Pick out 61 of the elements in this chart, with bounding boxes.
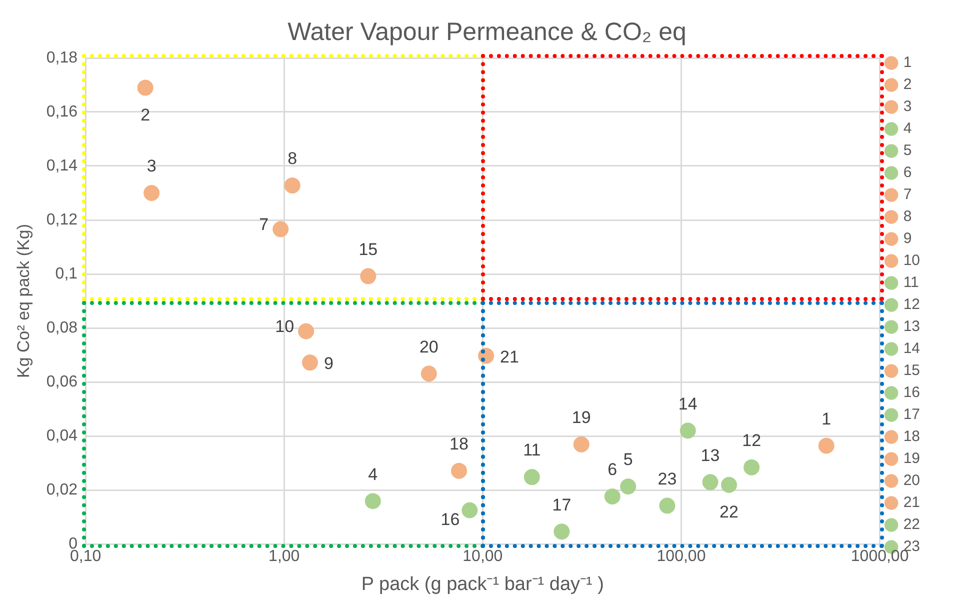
text: 9 (324, 354, 334, 374)
legend-label: 15 (903, 362, 920, 380)
y-tick-label: 0,16 (46, 103, 78, 120)
y-tick-label: 0,18 (46, 49, 78, 66)
x-tick-label: 10,00 (462, 548, 503, 566)
text: 19 (572, 408, 591, 428)
legend-label: 3 (903, 98, 912, 116)
legend-label: 14 (903, 340, 920, 358)
text: 22 (720, 502, 738, 522)
text: 14 (678, 394, 698, 414)
text: 8 (288, 149, 298, 168)
text: 18 (450, 434, 468, 454)
legend-label: 13 (903, 318, 920, 336)
legend-label: 19 (903, 450, 920, 468)
text: 3 (146, 156, 156, 176)
y-tick-label: 0,1 (55, 265, 78, 282)
y-tick-label: 0,12 (46, 211, 78, 228)
legend-label: 20 (903, 472, 920, 490)
x-tick-label: 100,00 (656, 548, 706, 566)
text: 4 (368, 464, 378, 484)
legend-label: 4 (903, 120, 912, 138)
text: 1 (822, 409, 832, 428)
text: 17 (552, 495, 572, 514)
legend-label: 7 (903, 186, 912, 204)
text: 6 (608, 460, 618, 480)
text: 2 (140, 105, 150, 124)
legend-label: 22 (903, 516, 920, 534)
y-axis-title: Kg Co² eq pack (Kg) (14, 224, 33, 378)
text: 10 (275, 316, 294, 336)
text: 12 (742, 431, 762, 450)
legend-label: 9 (903, 230, 912, 248)
x-axis-title: P pack (g pack⁻¹ bar⁻¹ day⁻¹ ) (361, 574, 604, 595)
legend-label: 1 (903, 54, 912, 72)
text: 13 (700, 446, 720, 465)
text: 20 (419, 337, 438, 356)
text: 16 (440, 510, 460, 529)
legend-label: 18 (903, 428, 920, 446)
text: 23 (658, 469, 677, 488)
y-tick-label: 0,14 (46, 157, 78, 174)
y-tick-label: 0,08 (46, 319, 78, 336)
text: 11 (523, 440, 541, 460)
y-tick-label: 0,04 (46, 427, 78, 444)
text: 7 (259, 214, 269, 234)
y-tick-label: 0,02 (46, 481, 78, 498)
y-tick-label: 0,06 (46, 373, 78, 390)
x-tick-label: 1,00 (268, 548, 300, 566)
chart-title: Water Vapour Permeance & CO₂ eq (288, 18, 686, 46)
legend-label: 5 (903, 142, 912, 160)
text: 5 (623, 450, 633, 470)
legend-label: 11 (903, 274, 919, 292)
legend-label: 8 (903, 208, 912, 226)
legend-label: 6 (903, 164, 912, 182)
legend-label: 10 (903, 252, 920, 270)
legend-label: 2 (903, 76, 912, 94)
legend-label: 12 (903, 296, 920, 314)
legend-label: 16 (903, 384, 920, 402)
x-tick-label: 0,10 (70, 548, 102, 566)
legend-label: 17 (903, 406, 920, 424)
text: 21 (500, 347, 519, 366)
text: 15 (358, 240, 378, 259)
legend-label: 21 (903, 494, 920, 512)
